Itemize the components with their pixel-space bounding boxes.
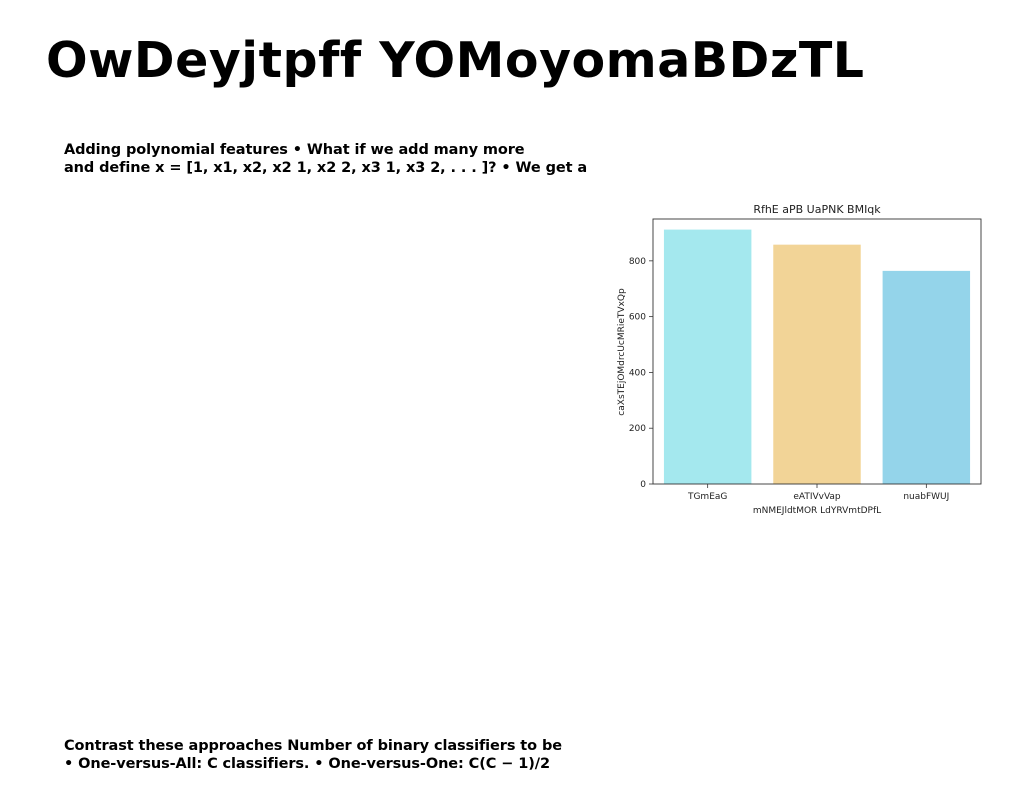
chart-title: RfhE aPB UaPNK BMIqk [753, 203, 881, 216]
top-text-block: Adding polynomial features • What if we … [64, 141, 587, 177]
top-text-line: Adding polynomial features • What if we … [64, 142, 525, 158]
bar [773, 244, 861, 484]
bottom-text-line: Contrast these approaches Number of bina… [64, 738, 562, 754]
y-tick-label: 0 [640, 480, 646, 490]
y-tick-label: 600 [629, 313, 646, 323]
bar-chart: RfhE aPB UaPNK BMIqk TGmEaG eATIVvVap nuab… [617, 203, 982, 516]
bottom-text-line: • One-versus-All: C classifiers. • One-v… [64, 756, 550, 772]
plot-frame [652, 218, 982, 485]
bottom-text-block: Contrast these approaches Number of bina… [64, 737, 562, 773]
y-axis-label: caXsTEjOMdrcUcMRieTVxQp [617, 288, 627, 416]
slide-title: OwDeyjtpff YOMoyomaBDzTL [46, 32, 865, 89]
y-tick-label: 400 [629, 368, 646, 378]
x-tick-label: eATIVvVap [793, 492, 841, 502]
bar [663, 229, 752, 484]
x-tick-label: TGmEaG [687, 492, 727, 502]
top-text-line: and define x = [1, x1, x2, x2 1, x2 2, x… [64, 160, 588, 176]
bar [882, 270, 971, 484]
x-axis-label: mNMEJldtMOR LdYRVmtDPfL [753, 506, 881, 516]
y-tick-label: 200 [629, 424, 646, 434]
y-tick-label: 800 [629, 257, 646, 267]
x-tick-label: nuabFWUJ [903, 492, 949, 502]
